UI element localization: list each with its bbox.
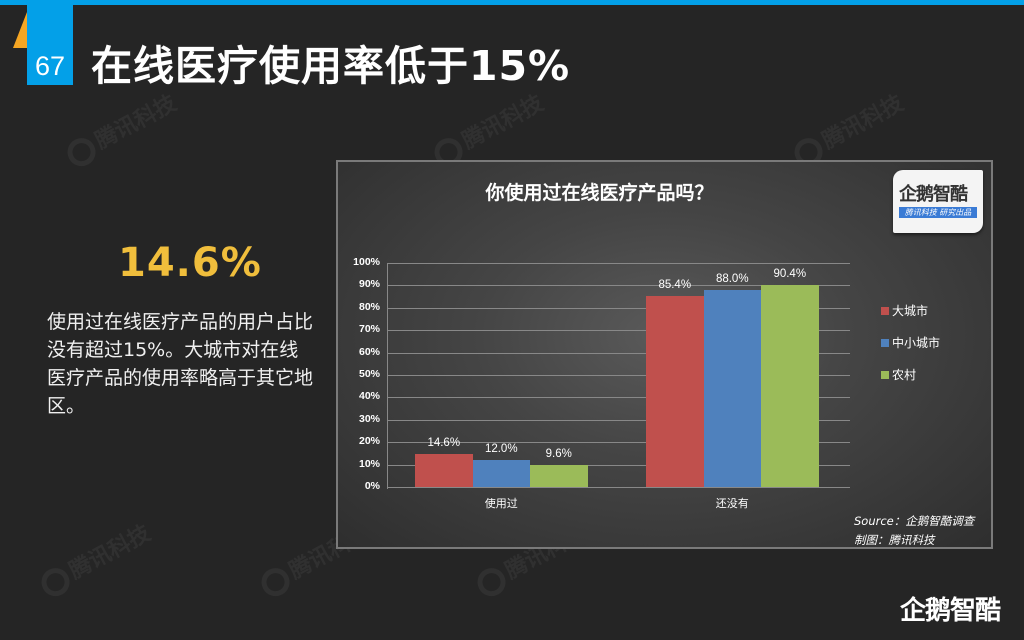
source-line: Source：企鹅智酷调查 bbox=[854, 514, 975, 528]
legend-label: 大城市 bbox=[892, 304, 929, 318]
y-tick-label: 30% bbox=[358, 412, 380, 425]
bar bbox=[472, 460, 530, 487]
watermark: 腾讯科技 bbox=[60, 86, 181, 172]
qie-zhiku-logo-card: 企鹅智酷 腾讯科技 研究出品 bbox=[893, 170, 983, 233]
bar-value-label: 85.4% bbox=[658, 278, 692, 291]
orange-triangle-decoration bbox=[13, 12, 27, 48]
summary-description: 使用过在线医疗产品的用户占比没有超过15%。大城市对在线医疗产品的使用率略高于其… bbox=[47, 311, 314, 417]
y-tick-label: 50% bbox=[358, 368, 380, 380]
bar-value-label: 88.0% bbox=[715, 272, 749, 285]
x-category-label: 还没有 bbox=[715, 497, 749, 510]
y-tick-label: 20% bbox=[358, 435, 380, 448]
page-title: 在线医疗使用率低于15% bbox=[91, 42, 571, 90]
page-number-tab bbox=[27, 0, 73, 85]
bar-value-label: 14.6% bbox=[427, 437, 461, 450]
legend-item: 农村 bbox=[881, 366, 916, 383]
bar bbox=[703, 289, 761, 487]
bar bbox=[415, 454, 473, 487]
watermark: 腾讯科技 bbox=[427, 86, 548, 172]
gridline bbox=[387, 285, 850, 287]
footer-logo: 企鹅智酷 bbox=[900, 596, 1001, 626]
gridline bbox=[387, 330, 850, 332]
gridline bbox=[387, 263, 850, 264]
legend-label: 中小城市 bbox=[892, 336, 941, 350]
legend-swatch-icon bbox=[881, 306, 889, 315]
gridline bbox=[387, 487, 850, 488]
bar-value-label: 12.0% bbox=[484, 443, 518, 456]
legend-label: 农村 bbox=[892, 368, 917, 382]
y-tick-label: 10% bbox=[358, 457, 380, 470]
legend-item: 大城市 bbox=[881, 302, 928, 319]
chart-panel: 你使用过在线医疗产品吗？ 企鹅智酷 腾讯科技 研究出品 100% 90% 80% 70… bbox=[336, 160, 993, 549]
bar bbox=[646, 295, 704, 487]
y-axis-line bbox=[387, 263, 388, 489]
watermark: 腾讯科技 bbox=[787, 86, 908, 172]
legend-item: 中小城市 bbox=[881, 334, 940, 351]
bar bbox=[761, 284, 819, 487]
gridline bbox=[387, 352, 850, 354]
bar-value-label: 90.4% bbox=[773, 267, 807, 280]
page-number: 67 bbox=[34, 51, 66, 81]
y-tick-label: 80% bbox=[358, 300, 380, 313]
gridline bbox=[387, 442, 850, 444]
bar bbox=[530, 465, 588, 487]
y-tick-label: 40% bbox=[358, 390, 380, 403]
gridline bbox=[387, 375, 850, 376]
gridline bbox=[387, 397, 850, 399]
y-tick-label: 70% bbox=[358, 323, 380, 336]
bar-value-label: 9.6% bbox=[545, 448, 572, 461]
key-stat: 14.6% bbox=[118, 240, 262, 286]
y-tick-label: 0% bbox=[364, 480, 380, 492]
legend-swatch-icon bbox=[881, 370, 889, 379]
y-tick-label: 60% bbox=[358, 345, 380, 358]
credit-line: 制图：腾讯科技 bbox=[854, 533, 935, 547]
chart-title: 你使用过在线医疗产品吗？ bbox=[485, 182, 714, 204]
gridline bbox=[387, 419, 850, 421]
logo-sub-text: 腾讯科技 研究出品 bbox=[899, 207, 977, 218]
watermark: 腾讯科技 bbox=[34, 516, 155, 602]
legend-swatch-icon bbox=[881, 338, 889, 347]
gridline bbox=[387, 307, 850, 309]
logo-main-text: 企鹅智酷 bbox=[899, 184, 968, 205]
x-category-label: 使用过 bbox=[484, 497, 518, 510]
y-tick-label: 100% bbox=[353, 256, 380, 268]
top-accent-bar bbox=[0, 0, 1024, 5]
y-tick-label: 90% bbox=[358, 278, 380, 291]
gridline bbox=[387, 464, 850, 466]
source-note: Source：企鹅智酷调查 制图：腾讯科技 bbox=[854, 512, 975, 547]
